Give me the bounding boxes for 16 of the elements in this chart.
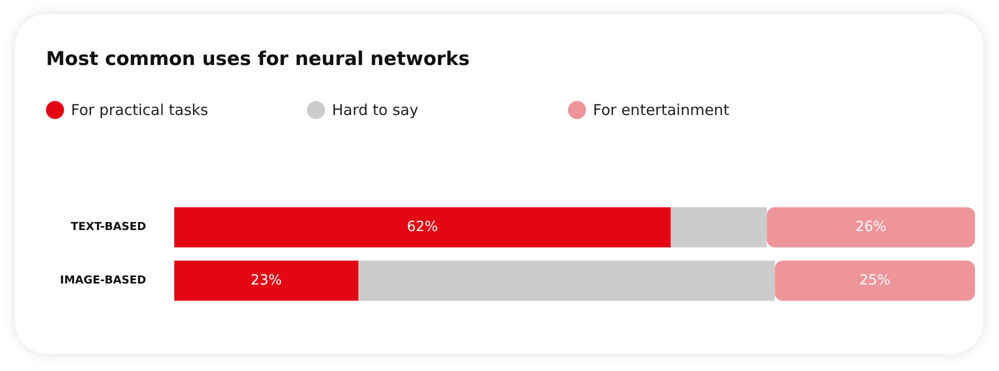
bar (774, 260, 975, 301)
data-label: 26% (855, 218, 886, 235)
chart-title: Most common uses for neural networks (46, 48, 470, 70)
data-label: 62% (406, 218, 438, 235)
bar (174, 207, 671, 248)
legend-label: For practical tasks (71, 101, 208, 119)
bar (174, 260, 358, 301)
data-label: 25% (859, 272, 890, 288)
y-tick-label: IMAGE-BASED (60, 274, 146, 287)
bar (358, 260, 775, 301)
legend-label: Hard to say (332, 101, 418, 119)
bar (766, 207, 975, 248)
legend-label: For entertainment (593, 101, 730, 119)
data-label: 23% (250, 272, 282, 288)
bar (670, 207, 767, 248)
y-tick-label: TEXT-BASED (70, 220, 146, 234)
